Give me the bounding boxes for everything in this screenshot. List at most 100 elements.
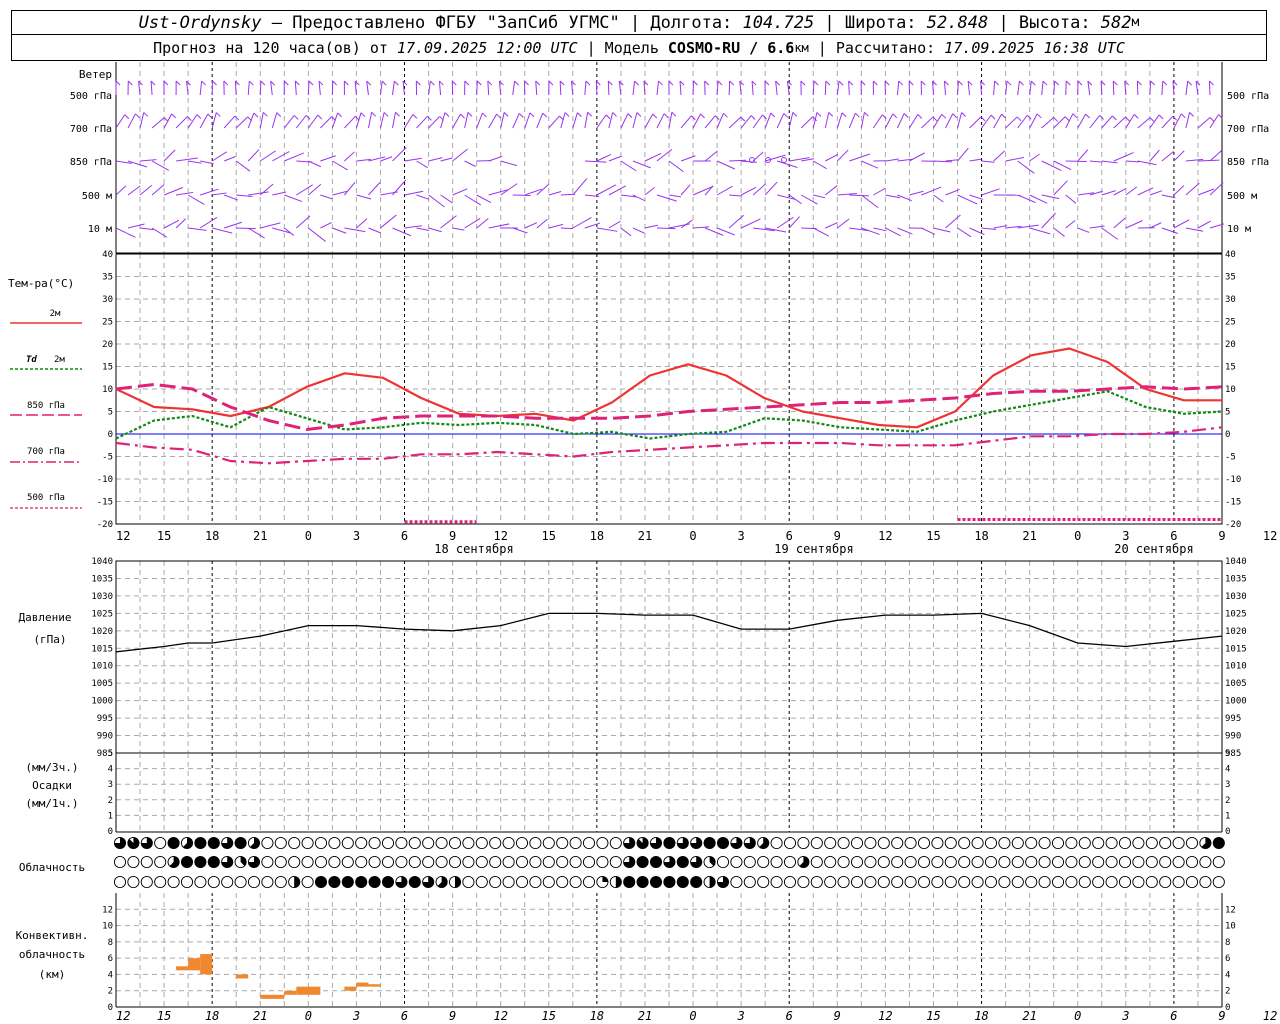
wind-barb-feather xyxy=(663,113,669,119)
wind-barb xyxy=(716,227,735,236)
wind-barb xyxy=(1185,158,1204,162)
cloud-fill-full xyxy=(650,876,662,888)
wind-barb xyxy=(284,152,304,162)
wind-barb xyxy=(1017,114,1028,129)
convective-bar xyxy=(368,984,381,987)
cloud-circle xyxy=(341,855,354,869)
precip-tick-left: 1 xyxy=(108,811,113,821)
wind-barb xyxy=(175,218,186,229)
cloud-fill-part xyxy=(650,837,662,849)
cloud-circle xyxy=(850,855,864,869)
wind-barb xyxy=(933,194,944,203)
temp-tick-right: 25 xyxy=(1225,318,1236,328)
wind-barb xyxy=(368,227,382,234)
wind-barb-feather xyxy=(700,113,705,119)
cloud-circle xyxy=(944,875,957,889)
wind-barb-feather xyxy=(402,80,408,86)
wind-barb xyxy=(1161,80,1164,96)
time-tick-label-bottom: 21 xyxy=(638,1009,652,1023)
wind-barb-feather xyxy=(395,111,400,117)
wind-barb xyxy=(1077,192,1095,196)
wind-barb xyxy=(115,227,136,238)
wind-barb-feather xyxy=(234,115,240,121)
wind-barb xyxy=(1137,187,1154,196)
wind-barb xyxy=(1089,115,1101,129)
wind-barb-feather xyxy=(223,80,229,86)
wind-barb xyxy=(1017,81,1020,96)
temp-tick-right: 5 xyxy=(1225,408,1230,418)
convective-tick-right: 6 xyxy=(1225,954,1230,964)
wind-barb xyxy=(668,194,682,198)
precip-unit-1h: (мм/1ч.) xyxy=(26,797,79,810)
time-tick-label-bottom: 9 xyxy=(1218,1009,1225,1023)
cloud-fill-part xyxy=(730,837,742,849)
wind-barb-feather xyxy=(932,80,937,86)
cloud-circle xyxy=(1092,836,1105,850)
wind-barb-feather xyxy=(717,80,723,86)
time-tick-label-bottom: 12 xyxy=(116,1009,130,1023)
wind-barb xyxy=(861,194,879,209)
wind-barb xyxy=(392,112,397,129)
wind-barb xyxy=(967,81,971,96)
cloud-circle xyxy=(435,855,448,869)
wind-barb-feather xyxy=(439,80,444,86)
wind-barb xyxy=(355,112,362,129)
wind-barb-feather xyxy=(1030,80,1036,86)
wind-barb-feather xyxy=(559,80,565,86)
cloud-fill-full xyxy=(382,876,394,888)
wind-barb xyxy=(438,81,442,96)
wind-barb xyxy=(632,227,645,234)
wind-barb-feather xyxy=(816,112,822,117)
cloud-circle xyxy=(301,855,314,869)
pressure-tick-right: 1030 xyxy=(1225,592,1247,602)
cloud-circle xyxy=(971,875,984,889)
latitude: 52.848 xyxy=(926,12,989,33)
wind-barb xyxy=(367,112,373,129)
cloud-fill-full xyxy=(1213,837,1225,849)
wind-barb xyxy=(608,155,622,162)
precip-tick-right: 4 xyxy=(1225,765,1230,775)
wind-barb-feather xyxy=(1209,80,1214,86)
cloud-circle xyxy=(1065,836,1078,850)
wind-barb-feather xyxy=(451,80,457,86)
wind-barb xyxy=(1161,115,1174,129)
wind-barb xyxy=(728,80,731,96)
temp-tick-right: -20 xyxy=(1225,520,1241,530)
cloud-fill-part xyxy=(169,856,180,868)
wind-barb xyxy=(981,114,992,129)
wind-barb xyxy=(836,149,849,162)
cloud-circle xyxy=(556,855,569,869)
wind-barb xyxy=(836,112,843,129)
cloud-circle xyxy=(877,836,890,850)
cloud-fill-part xyxy=(141,837,153,849)
time-tick-label-bottom: 9 xyxy=(834,1009,841,1023)
cloud-circle xyxy=(234,875,247,889)
cloud-fill-part xyxy=(690,837,702,849)
cloud-circle xyxy=(971,855,984,869)
wind-barb xyxy=(993,225,1008,229)
wind-barb xyxy=(632,160,651,169)
cloud-circle xyxy=(180,875,194,889)
altitude-label: | Высота: xyxy=(988,12,1101,33)
cloud-circle xyxy=(1065,875,1078,889)
time-tick-label-bottom: 18 xyxy=(974,1009,988,1023)
wind-barb-feather xyxy=(207,113,213,119)
wind-barb xyxy=(777,194,796,200)
wind-barb xyxy=(476,194,492,204)
forecast-time: 17.09.2025 12:00 UTC xyxy=(396,38,578,57)
wind-barb xyxy=(498,81,502,96)
pressure-tick-left: 1005 xyxy=(91,679,113,689)
wind-barb-feather xyxy=(618,80,624,86)
wind-barb-feather xyxy=(944,80,949,86)
wind-barb xyxy=(295,215,311,229)
wind-barb xyxy=(764,112,772,129)
wind-barb xyxy=(1089,190,1103,196)
date-label: 20 сентября xyxy=(1114,542,1193,556)
wind-barb xyxy=(440,157,453,162)
cloud-fill-part xyxy=(759,837,769,849)
wind-barb xyxy=(739,81,742,96)
wind-barb-feather xyxy=(276,112,282,117)
wind-barb xyxy=(308,160,322,168)
wind-barb-feather xyxy=(1100,80,1106,86)
wind-barb xyxy=(765,154,786,162)
